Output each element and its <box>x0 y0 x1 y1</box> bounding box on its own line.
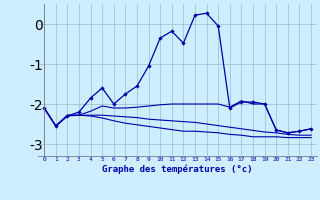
X-axis label: Graphe des températures (°c): Graphe des températures (°c) <box>102 164 253 174</box>
